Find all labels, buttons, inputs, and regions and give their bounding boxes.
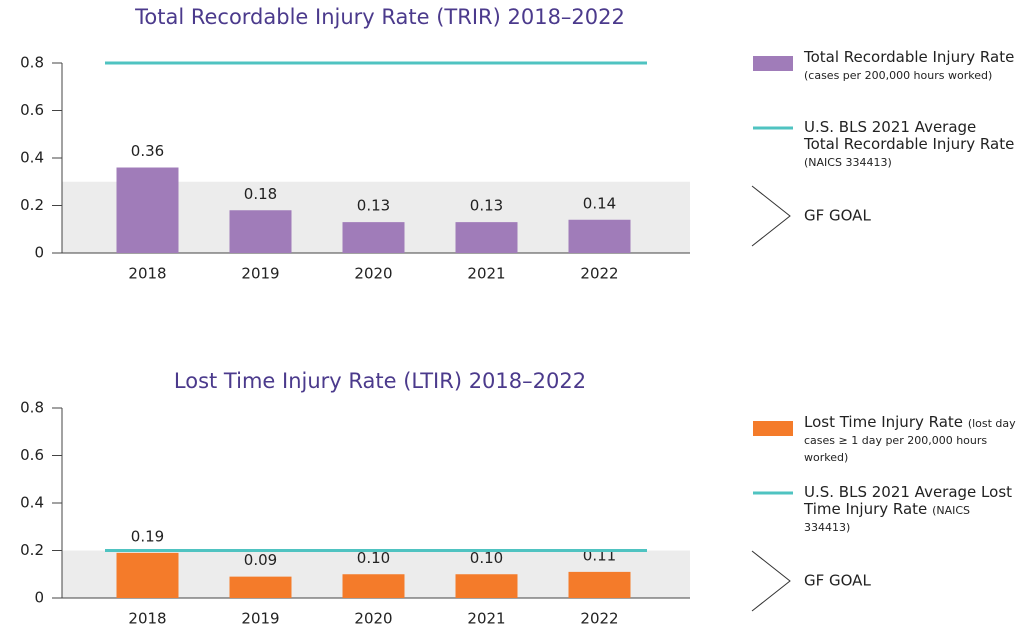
x-tick-label: 2018: [128, 610, 166, 628]
y-tick-label: 0.8: [20, 399, 44, 417]
chart-title: Lost Time Injury Rate (LTIR) 2018–2022: [174, 369, 586, 393]
legend-note: (lost day cases ≥ 1 day per 200,000 hour…: [804, 417, 1016, 464]
y-tick-label: 0.6: [20, 446, 44, 464]
x-tick-label: 2018: [128, 265, 166, 283]
legend-note: (cases per 200,000 hours worked): [804, 69, 993, 82]
legend-note: (NAICS 334413): [804, 156, 892, 169]
bar: [342, 574, 405, 598]
y-tick-label: 0.6: [20, 101, 44, 119]
data-label: 0.09: [244, 551, 277, 569]
bar: [568, 219, 631, 253]
chart-title: Total Recordable Injury Rate (TRIR) 2018…: [134, 5, 625, 29]
x-tick-label: 2021: [467, 610, 505, 628]
legend-entry: U.S. BLS 2021 Average Lost Time Injury R…: [804, 484, 1016, 535]
x-tick-label: 2022: [580, 610, 618, 628]
legend-swatch: [753, 421, 793, 436]
y-tick-label: 0.4: [20, 494, 44, 512]
x-tick-label: 2019: [241, 610, 279, 628]
data-label: 0.10: [470, 549, 503, 567]
legend-label: Lost Time Injury Rate: [804, 413, 964, 431]
data-label: 0.18: [244, 185, 277, 203]
data-label: 0.19: [131, 527, 164, 545]
bar: [342, 222, 405, 253]
x-tick-label: 2020: [354, 265, 392, 283]
y-tick-label: 0: [34, 244, 44, 262]
legend-label: U.S. BLS 2021 Average Lost Time Injury R…: [804, 483, 1013, 518]
bar: [229, 210, 292, 253]
y-tick-label: 0: [34, 589, 44, 607]
x-tick-label: 2022: [580, 265, 618, 283]
bar: [116, 552, 179, 598]
legend-entry: U.S. BLS 2021 Average Total Recordable I…: [804, 119, 1016, 170]
bar: [568, 571, 631, 598]
y-tick-label: 0.8: [20, 54, 44, 72]
x-tick-label: 2019: [241, 265, 279, 283]
y-tick-label: 0.2: [20, 541, 44, 559]
legend-note: (NAICS 334413): [804, 504, 971, 534]
y-tick-label: 0.2: [20, 196, 44, 214]
x-tick-label: 2020: [354, 610, 392, 628]
legend-swatch: [753, 56, 793, 71]
data-label: 0.10: [357, 549, 390, 567]
goal-chevron: [751, 185, 791, 247]
data-label: 0.36: [131, 142, 164, 160]
y-tick-label: 0.4: [20, 149, 44, 167]
data-label: 0.14: [583, 194, 616, 212]
x-tick-label: 2021: [467, 265, 505, 283]
legend-label: GF GOAL: [804, 572, 871, 590]
bar: [229, 576, 292, 598]
legend-label: U.S. BLS 2021 Average Total Recordable I…: [804, 118, 1015, 153]
bar: [116, 167, 179, 253]
legend-entry: Lost Time Injury Rate (lost day cases ≥ …: [804, 414, 1016, 465]
bar: [455, 222, 518, 253]
data-label: 0.13: [470, 197, 503, 215]
data-label: 0.13: [357, 197, 390, 215]
bar: [455, 574, 518, 598]
goal-chevron: [751, 550, 791, 612]
legend-label: GF GOAL: [804, 207, 871, 225]
legend-entry: Total Recordable Injury Rate (cases per …: [804, 49, 1016, 83]
legend-label: Total Recordable Injury Rate: [804, 48, 1015, 66]
